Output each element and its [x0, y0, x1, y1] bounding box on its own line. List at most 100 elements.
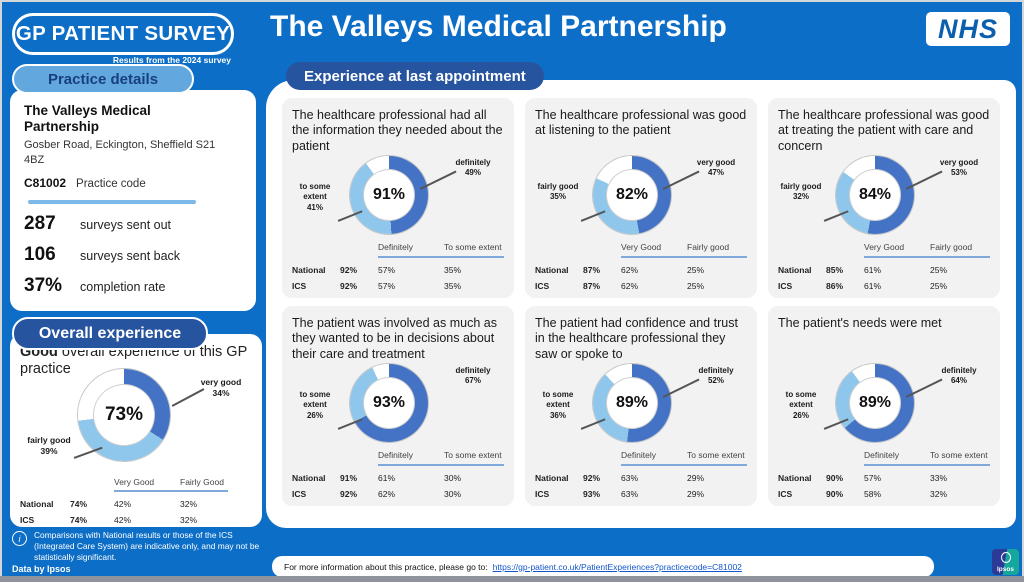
segment-left-name: to some extent [785, 390, 817, 410]
segment-left-value: 32% [792, 192, 809, 202]
segment-left-name: to some extent [299, 390, 331, 410]
column-header-2: Fairly good [687, 242, 730, 252]
table-header-row: Very Good Fairly Good [20, 477, 252, 491]
donut-center-value: 93% [364, 378, 414, 428]
stat-value: 37% [24, 274, 63, 296]
spacer-cell [20, 477, 70, 491]
segment-left-value: 35% [549, 192, 566, 202]
row-overall-value: 86% [826, 280, 844, 291]
row-label: ICS [20, 515, 35, 526]
table-rule [864, 255, 990, 258]
segment-label-right: definitely 67% [442, 366, 504, 387]
donut-ring: 89% [593, 364, 671, 442]
question-donut-chart: 84% very good 53% fairly good 32% [778, 154, 990, 240]
table-rule [621, 255, 747, 258]
footer-link[interactable]: https://gp-patient.co.uk/PatientExperien… [492, 561, 742, 572]
national-row: National 91% 61% 30% [292, 470, 504, 486]
divider-line [28, 199, 196, 204]
table-rule-row [292, 255, 504, 262]
row-label: National [778, 264, 812, 275]
spacer-cell [340, 450, 378, 464]
row-value-2: 29% [687, 472, 705, 483]
question-card: The patient had confidence and trust in … [525, 306, 757, 506]
row-value-2: 32% [180, 499, 198, 510]
segment-label-left: fairly good 32% [776, 182, 826, 203]
row-overall-value: 87% [583, 264, 601, 275]
segment-label-left: to some extent 26% [776, 390, 826, 421]
practice-name: The Valleys Medical Partnership [24, 103, 151, 135]
practice-code-label: Practice code [76, 177, 146, 190]
segment-right-name: definitely [455, 366, 491, 375]
question-title: The healthcare professional was good at … [535, 108, 747, 138]
question-donut-chart: 93% definitely 67% to some extent 26% [292, 362, 504, 448]
practice-details-heading: Practice details [12, 64, 194, 94]
segment-label-left: to some extent 41% [290, 182, 340, 213]
question-donut-chart: 89% definitely 52% to some extent 36% [535, 362, 747, 448]
row-overall-value: 74% [70, 515, 88, 526]
segment-label-right: definitely 52% [685, 366, 747, 387]
question-card: The healthcare professional was good at … [768, 98, 1000, 298]
comparison-table: Definitely To some extent National 92% 5… [292, 242, 504, 294]
row-value-2: 25% [687, 264, 705, 275]
row-label: ICS [778, 488, 793, 499]
donut-ring: 89% [836, 364, 914, 442]
segment-label-left: to some extent 36% [533, 390, 583, 421]
row-value-1: 63% [621, 472, 639, 483]
question-card: The patient's needs were met 89% definit… [768, 306, 1000, 506]
comparison-table: Very Good Fairly good National 87% 62% 2… [535, 242, 747, 294]
question-title: The healthcare professional was good at … [778, 108, 990, 153]
spacer-cell [292, 242, 340, 256]
table-header-row: Very Good Fairly good [778, 242, 990, 256]
practice-code-row: C81002 Practice code [24, 176, 242, 190]
row-label: National [292, 472, 326, 483]
table-rule-row [535, 463, 747, 470]
table-rule [378, 255, 504, 258]
row-value-2: 25% [687, 280, 705, 291]
segment-right-value: 34% [212, 387, 230, 398]
segment-right-value: 64% [950, 376, 967, 386]
ics-row: ICS 92% 57% 35% [292, 278, 504, 294]
row-label: ICS [292, 488, 307, 499]
segment-left-value: 36% [549, 410, 566, 420]
practice-address: Gosber Road, Eckington, Sheffield S21 4B… [24, 139, 216, 166]
table-rule-row [292, 463, 504, 470]
row-value-2: 29% [687, 488, 705, 499]
spacer-cell [826, 242, 864, 256]
stat-label: surveys sent back [80, 248, 181, 263]
row-label: National [778, 472, 812, 483]
row-overall-value: 90% [826, 472, 844, 483]
comparison-table: Definitely To some extent National 90% 5… [778, 450, 990, 502]
spacer-cell [70, 477, 114, 491]
row-overall-value: 93% [583, 488, 601, 499]
column-header-2: To some extent [444, 242, 502, 252]
segment-right-value: 52% [707, 376, 724, 386]
question-title: The patient had confidence and trust in … [535, 316, 738, 361]
spacer-cell [826, 450, 864, 464]
donut-center-value: 84% [850, 170, 900, 220]
column-header-2: To some extent [687, 450, 745, 460]
table-header-row: Definitely To some extent [535, 450, 747, 464]
segment-left-value: 26% [306, 410, 323, 420]
question-card: The patient was involved as much as they… [282, 306, 514, 506]
column-header-2: To some extent [444, 450, 502, 460]
donut-center-value: 89% [607, 378, 657, 428]
row-label: National [20, 499, 54, 510]
survey-year-subtitle: Results from the 2024 survey [112, 55, 231, 65]
row-value-1: 62% [378, 488, 396, 499]
segment-left-name: fairly good [780, 182, 822, 191]
stat-label: surveys sent out [80, 217, 172, 232]
donut-ring: 82% [593, 156, 671, 234]
row-overall-value: 90% [826, 488, 844, 499]
segment-label-left: fairly good 39% [20, 435, 78, 457]
segment-label-right: definitely 64% [928, 366, 990, 387]
segment-right-name: very good [939, 158, 979, 167]
row-value-1: 62% [621, 264, 639, 275]
section-heading: Experience at last appointment [286, 62, 544, 90]
info-icon: i [12, 531, 27, 546]
column-header-1: Definitely [378, 450, 413, 460]
ipsos-logo-mark [1001, 552, 1011, 563]
stat-value: 287 [24, 212, 56, 234]
segment-left-name: fairly good [27, 434, 71, 445]
row-overall-value: 92% [340, 280, 358, 291]
